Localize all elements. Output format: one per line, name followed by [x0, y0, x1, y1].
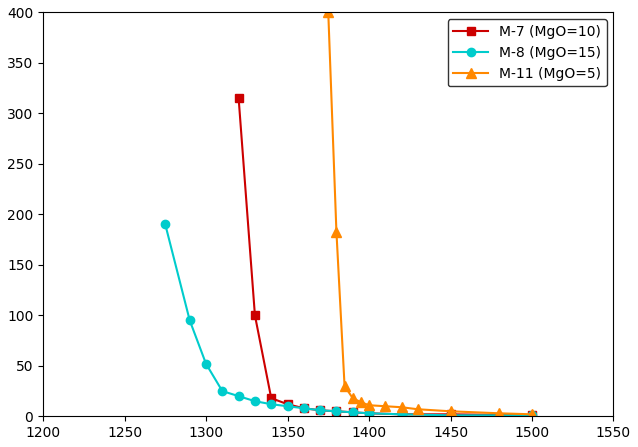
M-11 (MgO=5): [325, 10, 332, 15]
Legend: M-7 (MgO=10), M-8 (MgO=15), M-11 (MgO=5): M-7 (MgO=10), M-8 (MgO=15), M-11 (MgO=5): [448, 19, 607, 86]
M-8 (MgO=15): [447, 413, 454, 418]
M-8 (MgO=15): [349, 409, 357, 415]
M-7 (MgO=10): [284, 401, 292, 407]
M-11 (MgO=5): [414, 407, 422, 412]
M-11 (MgO=5): [496, 411, 503, 416]
M-7 (MgO=10): [300, 405, 308, 411]
M-7 (MgO=10): [251, 313, 259, 318]
M-8 (MgO=15): [186, 318, 193, 323]
M-8 (MgO=15): [161, 222, 169, 227]
M-7 (MgO=10): [397, 412, 405, 417]
M-7 (MgO=10): [528, 413, 536, 418]
M-7 (MgO=10): [267, 396, 275, 401]
M-11 (MgO=5): [349, 396, 357, 401]
M-11 (MgO=5): [447, 409, 454, 414]
M-11 (MgO=5): [341, 384, 348, 389]
M-8 (MgO=15): [235, 393, 242, 399]
M-8 (MgO=15): [300, 405, 308, 411]
M-8 (MgO=15): [218, 388, 226, 394]
M-11 (MgO=5): [397, 405, 405, 410]
M-7 (MgO=10): [349, 409, 357, 415]
M-8 (MgO=15): [397, 412, 405, 417]
Line: M-7 (MgO=10): M-7 (MgO=10): [234, 94, 536, 419]
M-11 (MgO=5): [357, 400, 365, 405]
M-8 (MgO=15): [284, 404, 292, 409]
M-8 (MgO=15): [251, 399, 259, 404]
M-8 (MgO=15): [365, 411, 373, 416]
M-7 (MgO=10): [235, 96, 242, 101]
M-7 (MgO=10): [332, 409, 340, 414]
M-11 (MgO=5): [382, 404, 389, 409]
M-8 (MgO=15): [316, 408, 324, 413]
M-11 (MgO=5): [365, 403, 373, 408]
M-8 (MgO=15): [202, 361, 210, 367]
M-8 (MgO=15): [332, 409, 340, 414]
M-11 (MgO=5): [528, 412, 536, 417]
M-7 (MgO=10): [316, 408, 324, 413]
M-7 (MgO=10): [447, 412, 454, 417]
M-8 (MgO=15): [528, 413, 536, 418]
M-11 (MgO=5): [332, 229, 340, 234]
Line: M-11 (MgO=5): M-11 (MgO=5): [283, 0, 537, 419]
M-7 (MgO=10): [365, 411, 373, 416]
M-8 (MgO=15): [267, 401, 275, 407]
Line: M-8 (MgO=15): M-8 (MgO=15): [161, 220, 536, 419]
